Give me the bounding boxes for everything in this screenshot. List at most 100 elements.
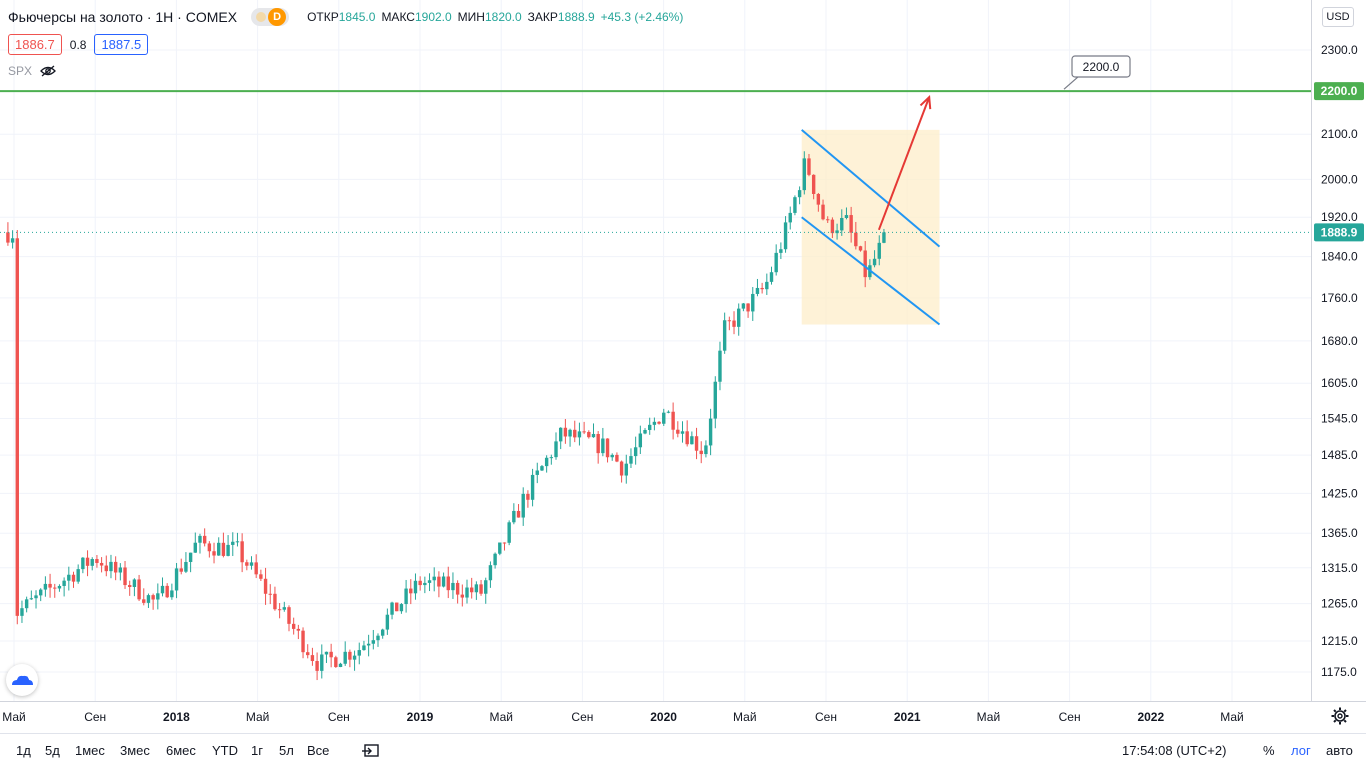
bid-price[interactable]: 1886.7 bbox=[8, 34, 62, 55]
candle-body bbox=[582, 431, 586, 433]
clock[interactable]: 17:54:08 (UTC+2) bbox=[1122, 743, 1227, 758]
ohlc-value: 1888.9 bbox=[557, 10, 595, 24]
candle-body bbox=[704, 445, 708, 455]
time-axis-tick: Сен bbox=[84, 710, 106, 724]
candle-body bbox=[816, 193, 821, 205]
tradingview-logo-icon[interactable] bbox=[6, 664, 38, 696]
candle-body bbox=[624, 463, 628, 476]
candle-body bbox=[648, 424, 652, 431]
candle-body bbox=[221, 542, 226, 556]
candle-body bbox=[563, 427, 568, 437]
level-price-text: 2200.0 bbox=[1321, 84, 1358, 98]
currency-selector[interactable]: USD bbox=[1322, 7, 1354, 27]
candle-body bbox=[746, 303, 750, 312]
ohlc-value: 1820.0 bbox=[484, 10, 522, 24]
date-range-icon[interactable] bbox=[362, 743, 380, 759]
candle-body bbox=[296, 628, 301, 631]
candle-body bbox=[301, 630, 305, 653]
symbol-title[interactable]: Фьючерсы на золото · 1Н · COMEX bbox=[8, 9, 238, 25]
candle-body bbox=[179, 568, 183, 572]
candle-body bbox=[568, 429, 572, 437]
price-axis-tick: 1365.0 bbox=[1321, 526, 1358, 540]
range-button[interactable]: 1г bbox=[251, 743, 263, 758]
candle-body bbox=[212, 551, 216, 556]
candle-body bbox=[287, 607, 291, 624]
candle-body bbox=[722, 320, 727, 351]
candle-body bbox=[774, 252, 778, 273]
interval-toggle[interactable]: D bbox=[251, 8, 290, 26]
candle-body bbox=[840, 217, 844, 231]
candle-body bbox=[254, 562, 258, 575]
candle-body bbox=[113, 561, 118, 573]
forecast-arrow[interactable] bbox=[877, 95, 932, 231]
candle-body bbox=[788, 212, 792, 223]
candle-body bbox=[662, 412, 666, 424]
candle-body bbox=[437, 576, 441, 587]
range-button[interactable]: 3мес bbox=[120, 743, 150, 758]
price-chart[interactable]: 2200.0 2300.0 2200.0 2100.0 2000.0 1920.0 184… bbox=[0, 0, 1366, 733]
log-toggle[interactable]: лог bbox=[1291, 743, 1311, 758]
candle-body bbox=[306, 652, 310, 656]
candle-body bbox=[34, 595, 38, 599]
channel-upper-line[interactable] bbox=[801, 129, 941, 248]
candle-body bbox=[605, 438, 610, 458]
candle-body bbox=[343, 651, 347, 664]
candle-body bbox=[395, 602, 399, 612]
candle-body bbox=[694, 436, 699, 451]
ohlc-value: 1845.0 bbox=[338, 10, 376, 24]
candle-body bbox=[474, 584, 479, 593]
range-button[interactable]: 5д bbox=[45, 743, 60, 758]
grid-lines bbox=[0, 0, 1311, 701]
candle-body bbox=[6, 232, 10, 243]
candle-body bbox=[184, 561, 188, 572]
candle-body bbox=[123, 567, 127, 586]
candle-body bbox=[273, 593, 277, 610]
percent-toggle[interactable]: % bbox=[1263, 743, 1275, 758]
price-axis-tick: 2300.0 bbox=[1321, 43, 1358, 57]
candle-body bbox=[109, 561, 113, 572]
spread-value: 0.8 bbox=[69, 37, 87, 52]
candle-body bbox=[554, 441, 558, 458]
hide-eye-icon[interactable] bbox=[40, 65, 56, 77]
time-axis[interactable]: Май Сен 2018 Май Сен 2019 Май Сен 2020 Май Сен 2021… bbox=[0, 701, 1366, 725]
candle-body bbox=[854, 232, 858, 247]
candle-body bbox=[671, 411, 675, 430]
candle-body bbox=[310, 655, 315, 662]
time-axis-tick: 2018 bbox=[163, 710, 190, 724]
time-axis-tick: Сен bbox=[328, 710, 350, 724]
price-axis-tick: 2000.0 bbox=[1321, 172, 1358, 186]
channel-lower-line[interactable] bbox=[801, 216, 941, 326]
settings-gear-icon[interactable] bbox=[1330, 706, 1350, 726]
range-button[interactable]: 1д bbox=[16, 743, 31, 758]
price-change: +45.3 (+2.46%) bbox=[600, 10, 684, 24]
ask-price[interactable]: 1887.5 bbox=[94, 34, 149, 55]
auto-toggle[interactable]: авто bbox=[1326, 743, 1353, 758]
range-button[interactable]: 1мес bbox=[75, 743, 105, 758]
candle-body bbox=[385, 614, 390, 630]
compare-symbol[interactable]: SPX bbox=[8, 64, 33, 78]
candle-body bbox=[207, 543, 212, 552]
time-axis-tick: Май bbox=[977, 710, 1001, 724]
price-axis-tick: 1545.0 bbox=[1321, 411, 1358, 425]
candle-body bbox=[882, 232, 886, 243]
price-axis[interactable]: 2300.0 2200.0 2100.0 2000.0 1920.0 1840.0 1760… bbox=[1311, 0, 1366, 701]
candle-body bbox=[259, 574, 263, 579]
candle-body bbox=[797, 190, 802, 198]
candle-body bbox=[170, 590, 174, 598]
ohlc-value: 1902.0 bbox=[414, 10, 452, 24]
range-button[interactable]: Все bbox=[307, 743, 330, 758]
candle-body bbox=[685, 431, 689, 445]
candle-body bbox=[465, 587, 469, 598]
candle-body bbox=[198, 535, 202, 543]
range-button[interactable]: 6мес bbox=[166, 743, 196, 758]
range-button[interactable]: 5л bbox=[279, 743, 294, 758]
candle-body bbox=[376, 635, 380, 641]
price-axis-tick: 1175.0 bbox=[1321, 665, 1357, 679]
time-axis-tick: Май bbox=[489, 710, 513, 724]
range-button[interactable]: YTD bbox=[212, 743, 238, 758]
level-price-label[interactable]: 2200.0 bbox=[1314, 82, 1364, 101]
level-callout[interactable]: 2200.0 bbox=[1063, 55, 1131, 90]
candle-body bbox=[338, 663, 343, 668]
candle-body bbox=[48, 583, 52, 588]
candle-body bbox=[498, 542, 502, 554]
